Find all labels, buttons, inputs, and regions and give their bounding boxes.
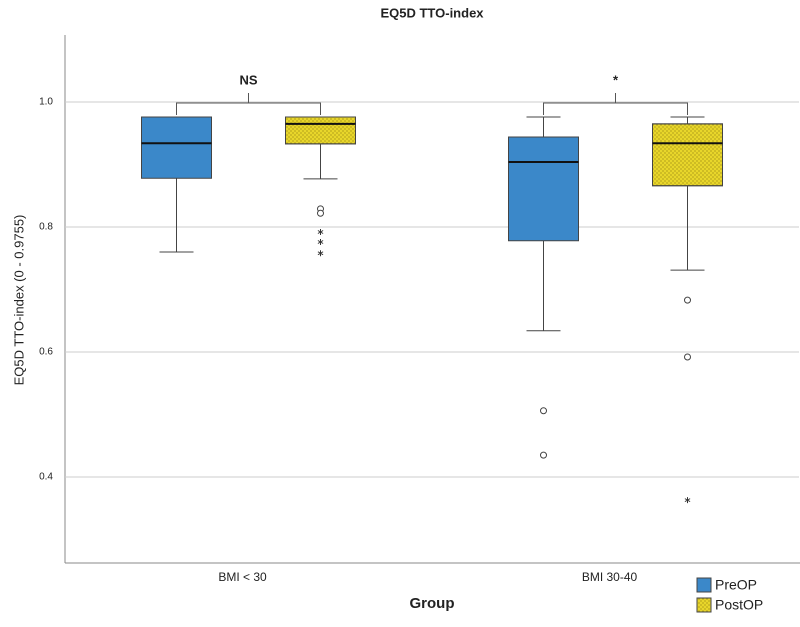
significance-label: NS — [239, 72, 257, 87]
x-tick-label: BMI 30-40 — [582, 570, 638, 584]
outlier — [684, 296, 691, 304]
outlier — [540, 407, 547, 415]
outlier — [317, 209, 324, 217]
legend-label: PreOP — [715, 577, 757, 593]
significance-bracket — [176, 93, 321, 115]
x-axis-label: Group — [410, 595, 455, 612]
box — [141, 116, 212, 179]
box — [508, 136, 579, 242]
x-tick-label: BMI < 30 — [218, 570, 267, 584]
extreme — [317, 229, 324, 235]
legend-label: PostOP — [715, 597, 763, 613]
y-tick-label: 0.8 — [39, 222, 53, 233]
y-tick-label: 0.6 — [39, 347, 53, 358]
outlier — [684, 353, 691, 361]
legend-swatch — [696, 577, 712, 593]
significance-bracket — [543, 93, 688, 115]
outlier — [540, 451, 547, 459]
chart-title: EQ5D TTO-index — [380, 5, 484, 20]
legend-pattern — [696, 597, 712, 613]
y-axis-label: EQ5D TTO-index (0 - 0.9755) — [11, 215, 26, 386]
y-tick-label: 0.4 — [39, 472, 53, 483]
significance-label: * — [613, 72, 619, 87]
box-pattern — [285, 116, 356, 145]
y-tick-label: 1.0 — [39, 97, 53, 108]
extreme — [317, 250, 324, 257]
extreme — [317, 239, 324, 245]
box-pattern — [652, 123, 723, 187]
extreme — [684, 497, 691, 504]
